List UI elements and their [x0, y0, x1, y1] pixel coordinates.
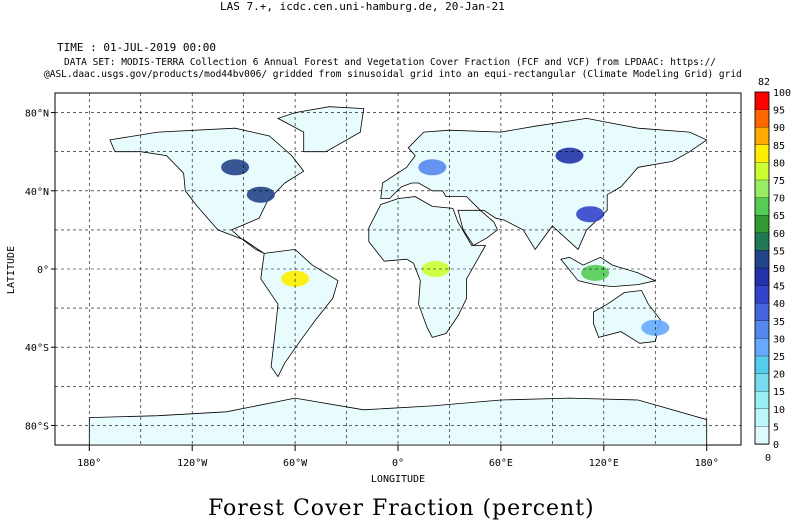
colorbar-swatch [754, 91, 770, 111]
colorbar-swatch [754, 320, 770, 340]
south-america-landmass [260, 248, 339, 378]
colorbar-level-label: 70 [773, 194, 785, 205]
x-tick-label: 120°E [589, 458, 619, 469]
forest-region-east-china [576, 206, 605, 223]
figure-title: Forest Cover Fraction (percent) [208, 496, 595, 521]
colorbar-max-label: 82 [758, 77, 770, 88]
colorbar-level-label: 80 [773, 158, 785, 169]
forest-cover-map: 180° 120°W 60°W 0° 60°E 120°E 180° 80°N 40°N 0° 40… [6, 77, 791, 485]
forest-region-amazon [281, 270, 310, 287]
colorbar-min-label: 0 [765, 453, 771, 464]
colorbar-level-label: 55 [773, 246, 785, 257]
colorbar-swatch [754, 127, 770, 146]
axis-ticks: 180° 120°W 60°W 0° 60°E 120°E 180° 80°N 40°N 0° 40… [25, 109, 719, 469]
x-tick-label: 180° [77, 458, 101, 469]
colorbar-level-label: 40 [773, 299, 785, 310]
y-tick-label: 40°N [25, 187, 49, 198]
grid-lines [55, 93, 741, 445]
colorbar-swatch [754, 197, 770, 216]
colorbar: 1009590858075706560555045403530252015105… [754, 77, 791, 464]
x-tick-label: 120°W [177, 458, 208, 469]
colorbar-swatch [754, 338, 770, 357]
x-tick-label: 60°E [489, 458, 513, 469]
colorbar-swatch [754, 109, 770, 128]
colorbar-level-label: 5 [773, 422, 779, 433]
colorbar-level-label: 100 [773, 88, 791, 99]
dataset-line-2: @ASL.daac.usgs.gov/products/mod44bv006/ … [44, 69, 742, 80]
x-tick-label: 60°W [283, 458, 308, 469]
colorbar-swatch [754, 250, 770, 269]
forest-region-europe [418, 159, 447, 176]
colorbar-swatch [754, 144, 770, 164]
colorbar-swatch [754, 373, 770, 392]
y-tick-label: 40°S [25, 343, 49, 354]
colorbar-swatch [754, 303, 770, 322]
colorbar-level-label: 95 [773, 106, 785, 117]
colorbar-swatch [754, 285, 770, 304]
colorbar-level-label: 10 [773, 405, 785, 416]
greenland-landmass [276, 106, 365, 153]
colorbar-level-label: 15 [773, 387, 785, 398]
colorbar-swatch [754, 408, 770, 428]
colorbar-level-label: 85 [773, 141, 785, 152]
forest-region-boreal-canada [221, 159, 250, 176]
colorbar-level-label: 25 [773, 352, 785, 363]
colorbar-level-label: 20 [773, 370, 785, 381]
colorbar-level-label: 65 [773, 211, 785, 222]
y-tick-label: 80°S [25, 421, 49, 432]
colorbar-level-label: 0 [773, 440, 779, 451]
x-tick-label: 180° [695, 458, 719, 469]
colorbar-level-label: 35 [773, 317, 785, 328]
colorbar-level-label: 60 [773, 229, 785, 240]
time-label: TIME : 01-JUL-2019 00:00 [57, 41, 216, 54]
x-tick-label: 0° [392, 458, 404, 469]
colorbar-swatch [754, 426, 770, 445]
colorbar-level-label: 50 [773, 264, 785, 275]
forest-region-eastern-usa [246, 186, 275, 203]
colorbar-level-label: 90 [773, 123, 785, 134]
dataset-line-1: DATA SET: MODIS-TERRA Collection 6 Annua… [64, 57, 717, 68]
y-tick-label: 0° [37, 265, 49, 276]
y-tick-label: 80°N [25, 109, 49, 120]
colorbar-swatch [754, 391, 770, 410]
colorbar-frame [754, 91, 770, 445]
colorbar-level-label: 30 [773, 334, 785, 345]
colorbar-swatch [754, 267, 770, 287]
colorbar-swatch [754, 162, 770, 181]
y-axis-label: LATITUDE [6, 246, 17, 294]
colorbar-swatch [754, 232, 770, 252]
forest-region-indonesia [581, 264, 610, 281]
x-axis-label: LONGITUDE [371, 474, 425, 485]
arabia-landmass [457, 209, 498, 247]
colorbar-level-label: 75 [773, 176, 785, 187]
server-info: LAS 7.+, icdc.cen.uni-hamburg.de, 20-Jan… [220, 0, 505, 13]
colorbar-swatch [754, 355, 770, 375]
colorbar-level-label: 45 [773, 282, 785, 293]
forest-region-boreal-siberia [555, 147, 584, 164]
colorbar-swatch [754, 215, 770, 234]
colorbar-swatch [754, 179, 770, 199]
